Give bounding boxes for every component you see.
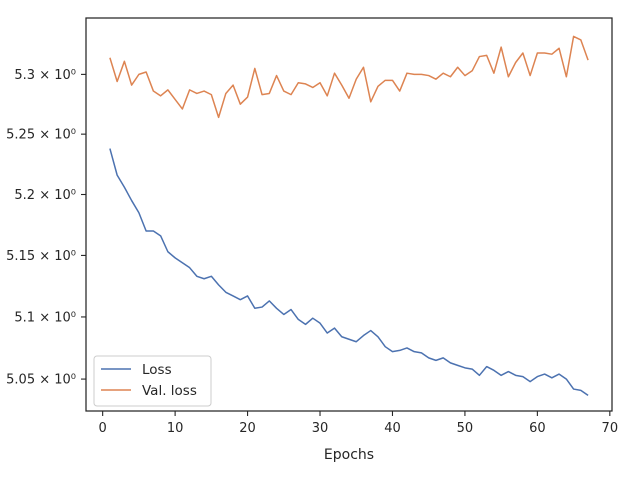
y-tick-label: 5.3 × 10⁰ — [14, 68, 76, 83]
y-tick-label: 5.05 × 10⁰ — [6, 373, 76, 388]
x-tick-label: 10 — [167, 421, 184, 436]
y-axis: 5.05 × 10⁰ 5.1 × 10⁰ 5.15 × 10⁰ 5.2 × 10⁰ 5.… — [6, 68, 86, 388]
y-tick-label: 5.1 × 10⁰ — [14, 310, 76, 325]
x-tick-label: 50 — [457, 421, 474, 436]
x-axis: 0 10 20 30 40 50 60 70 — [99, 411, 619, 436]
x-tick-label: 0 — [99, 421, 107, 436]
plot-background — [86, 18, 612, 411]
y-tick-label: 5.15 × 10⁰ — [6, 249, 76, 264]
y-tick-label: 5.2 × 10⁰ — [14, 188, 76, 203]
x-axis-label: Epochs — [324, 447, 374, 463]
series-layer — [109, 35, 589, 396]
x-tick-label: 60 — [529, 421, 546, 436]
legend: Loss Val. loss — [93, 355, 212, 407]
series-line-loss — [109, 148, 589, 396]
x-tick-label: 30 — [312, 421, 329, 436]
x-tick-label: 70 — [602, 421, 619, 436]
legend-label-val-loss: Val. loss — [142, 383, 197, 399]
x-tick-label: 20 — [239, 421, 256, 436]
series-line-val-loss — [109, 35, 589, 119]
x-tick-label: 40 — [384, 421, 401, 436]
y-tick-label: 5.25 × 10⁰ — [6, 128, 76, 143]
legend-label-loss: Loss — [142, 362, 172, 378]
plot-frame — [85, 17, 613, 412]
